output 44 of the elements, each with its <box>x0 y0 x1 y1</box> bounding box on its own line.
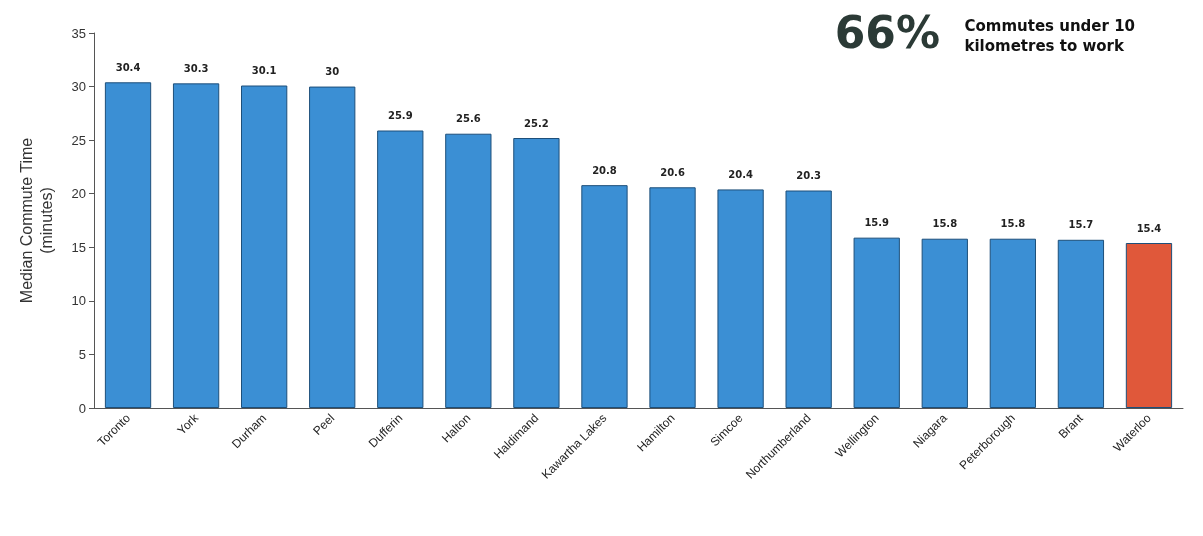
bar <box>309 86 356 408</box>
data-label: 15.7 <box>1068 219 1094 231</box>
annotation: 66% <box>834 6 941 58</box>
bar <box>1125 243 1173 408</box>
data-label: 20.8 <box>592 164 617 176</box>
data-label: 25.2 <box>524 117 549 129</box>
y-tick-label: 15 <box>71 239 86 255</box>
bar <box>921 238 968 408</box>
y-axis-title: Median Commute Time (minutes) <box>17 137 55 304</box>
bar <box>241 85 288 408</box>
y-tick-label: 5 <box>78 346 86 362</box>
data-label: 20.6 <box>660 166 685 178</box>
data-label: 15.4 <box>1136 222 1162 234</box>
bar <box>445 133 492 408</box>
data-label: 30.3 <box>183 62 209 74</box>
y-tick-label: 35 <box>71 25 86 41</box>
data-label: 20.3 <box>796 170 822 181</box>
data-label: 25.6 <box>456 113 481 125</box>
y-tick-label: 20 <box>71 186 86 202</box>
annotation: Commutes under 10 kilometres to work <box>964 17 1136 55</box>
bar <box>104 82 152 408</box>
bar <box>581 185 628 408</box>
y-tick-label: 0 <box>78 400 86 416</box>
bar <box>513 138 560 408</box>
y-tick-label: 25 <box>71 132 86 148</box>
bar <box>1057 239 1105 408</box>
bar <box>717 189 764 408</box>
bar <box>989 238 1036 408</box>
bar <box>377 130 424 408</box>
bar <box>785 190 832 408</box>
data-label: 15.9 <box>864 217 890 229</box>
bar <box>853 237 900 408</box>
data-label: 15.8 <box>1000 218 1026 230</box>
data-label: 15.8 <box>932 218 958 230</box>
bar <box>172 83 220 408</box>
bar <box>649 187 696 408</box>
data-label: 20.4 <box>728 168 753 180</box>
y-tick-label: 30 <box>71 79 86 95</box>
data-label: 30.1 <box>251 65 277 76</box>
data-label: 25.9 <box>387 110 413 121</box>
data-label: 30.4 <box>115 61 141 73</box>
x-tick-label: York <box>174 410 202 438</box>
y-tick-label: 10 <box>71 293 86 309</box>
data-label: 30 <box>325 66 340 78</box>
